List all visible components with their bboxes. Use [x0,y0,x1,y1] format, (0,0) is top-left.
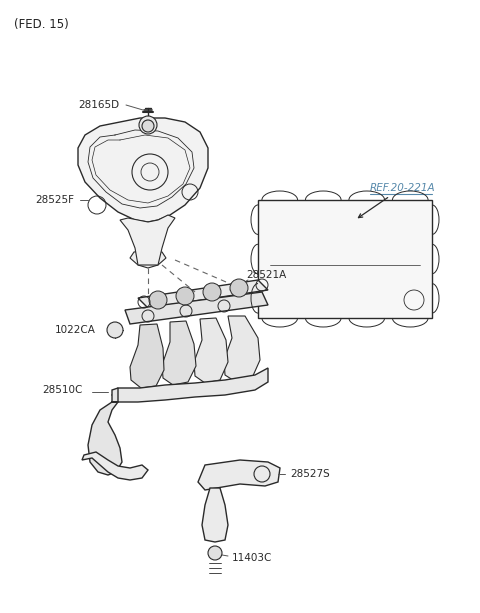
Circle shape [230,279,248,297]
Text: 28521A: 28521A [246,270,286,280]
Polygon shape [258,200,432,318]
Polygon shape [224,316,260,382]
Text: 1022CA: 1022CA [55,325,96,335]
Polygon shape [88,388,122,475]
Circle shape [139,116,157,134]
Circle shape [107,322,123,338]
Text: 28510C: 28510C [42,385,83,395]
Circle shape [142,120,154,132]
Polygon shape [120,215,175,265]
Circle shape [203,283,221,301]
Circle shape [149,291,167,309]
Polygon shape [202,488,228,542]
Circle shape [208,546,222,560]
Circle shape [176,287,194,305]
Polygon shape [194,318,228,383]
Text: (FED. 15): (FED. 15) [14,18,69,31]
Text: 28525F: 28525F [35,195,74,205]
Polygon shape [78,118,208,222]
Text: 28527S: 28527S [290,469,330,479]
Polygon shape [138,280,268,308]
Polygon shape [112,368,268,402]
Text: 28165D: 28165D [78,100,119,110]
Polygon shape [82,452,148,480]
Circle shape [144,121,152,129]
Text: 11403C: 11403C [232,553,272,563]
Polygon shape [162,321,196,385]
Text: REF.20-221A: REF.20-221A [370,183,436,193]
Polygon shape [130,324,164,388]
Polygon shape [130,250,166,268]
Polygon shape [198,460,280,490]
Polygon shape [125,292,268,324]
